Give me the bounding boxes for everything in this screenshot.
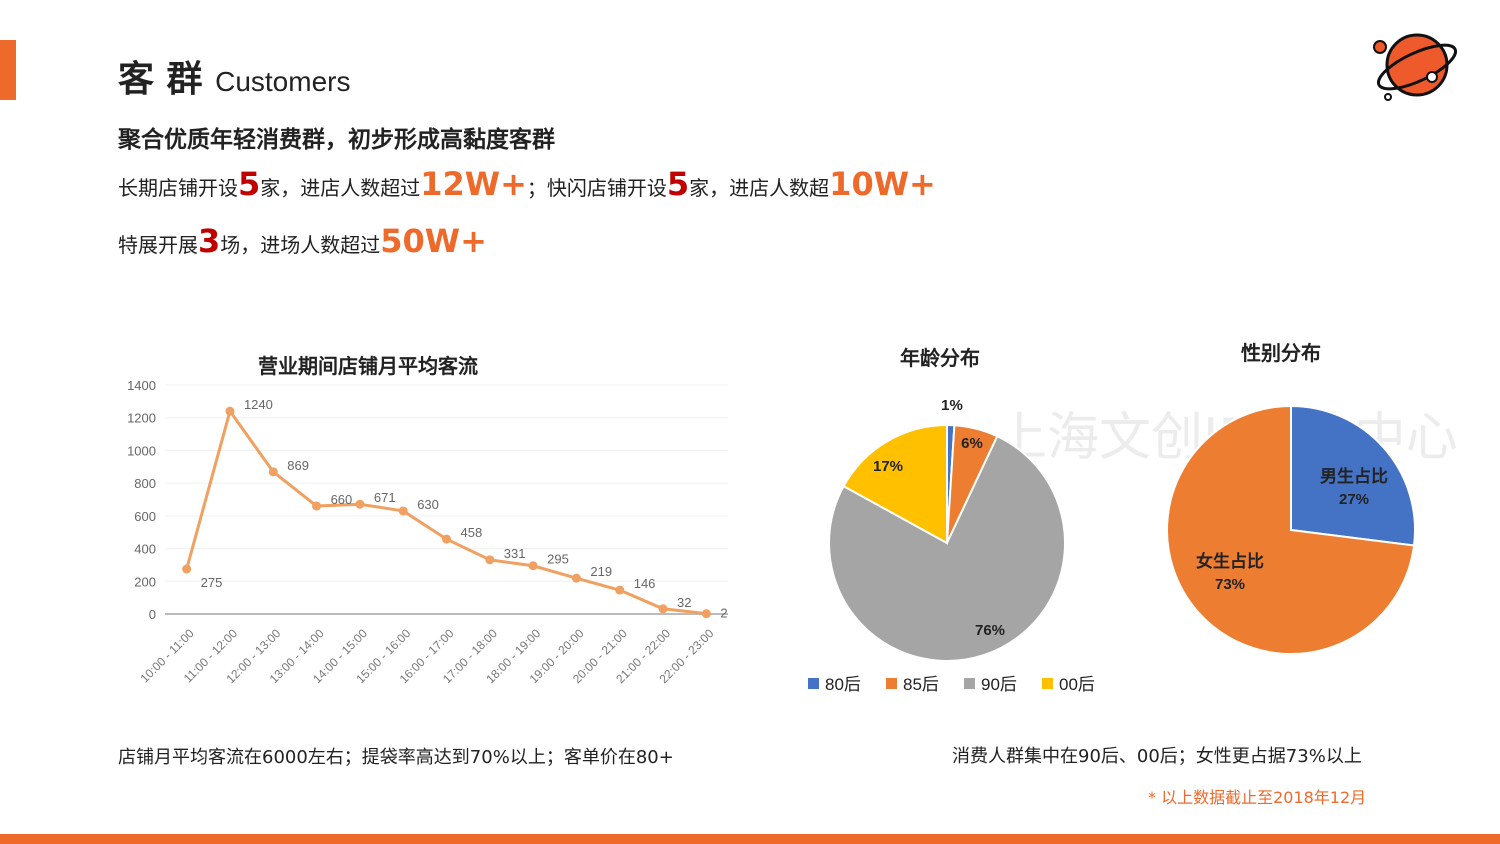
data-point [701, 609, 711, 619]
pie-data-label: 1% [941, 397, 963, 414]
highlight-number: 12W+ [420, 165, 527, 203]
data-label: 331 [504, 546, 526, 561]
data-label: 458 [461, 525, 483, 540]
data-point [615, 585, 625, 595]
y-tick-label: 200 [134, 574, 156, 589]
pie-category-label: 女生占比 [1196, 551, 1264, 571]
highlight-number: 5 [666, 165, 690, 203]
y-tick-label: 1200 [127, 411, 156, 426]
legend-label: 85后 [903, 675, 939, 694]
page-title: 客 群 Customers [118, 50, 350, 102]
planet-icon [1373, 33, 1458, 101]
y-tick-label: 0 [149, 607, 156, 622]
data-label: 869 [287, 458, 309, 473]
gender-pie-chart: 男生占比 27% 女生占比 73% [1166, 404, 1416, 655]
accent-bar [0, 40, 16, 100]
stats-text: 场，进场人数超过 [220, 233, 381, 257]
pie-slice [828, 434, 1066, 662]
data-label: 295 [547, 552, 569, 567]
title-en: Customers [215, 66, 351, 97]
y-tick-label: 1000 [127, 443, 156, 458]
data-label: 146 [634, 576, 656, 591]
y-tick-label: 800 [134, 476, 156, 491]
highlight-number: 10W+ [829, 165, 936, 203]
data-label: 275 [201, 575, 223, 590]
gender-pie-title: 性别分布 [1241, 341, 1321, 365]
y-tick-label: 400 [134, 542, 156, 557]
highlight-number: 50W+ [380, 222, 487, 260]
legend-label: 00后 [1059, 675, 1095, 694]
legend-label: 80后 [825, 675, 861, 694]
legend-swatch [1042, 678, 1053, 689]
data-label: 32 [677, 595, 691, 610]
footer-bar [0, 834, 1500, 844]
data-label: 671 [374, 490, 396, 505]
legend-swatch [808, 678, 819, 689]
series-line [185, 407, 707, 616]
pie-slice [1290, 404, 1416, 547]
line-chart-title: 营业期间店铺月平均客流 [258, 354, 478, 378]
legend-swatch [886, 678, 897, 689]
line-chart: 0 200 400 600 800 1000 1200 1400 275 1240 869 660 67… [127, 378, 728, 686]
data-point [571, 573, 581, 583]
data-label: 660 [331, 492, 353, 507]
data-label: 219 [590, 564, 612, 579]
stats-line-2: 特展开展3场，进场人数超过50W+ [118, 222, 487, 260]
data-label: 630 [417, 497, 439, 512]
pie-data-label: 6% [961, 435, 983, 452]
stats-text: 家，进店人数超 [689, 176, 830, 200]
stats-text: 长期店铺开设 [118, 176, 238, 200]
pie-slice [842, 423, 948, 545]
data-point [182, 564, 192, 574]
age-pie-chart: 1% 80后 6% 85后 76% 90后 17% 00后 [808, 397, 1095, 694]
data-point [658, 604, 668, 614]
subtitle: 聚合优质年轻消费群，初步形成高黏度客群 [118, 127, 555, 153]
stats-text: 特展开展 [118, 233, 198, 257]
pie-data-label: 27% [1339, 491, 1369, 508]
data-point [528, 561, 538, 571]
data-point [268, 467, 278, 477]
highlight-number: 5 [238, 165, 261, 203]
pie-slice [1166, 404, 1416, 655]
footnote: * 以上数据截止至2018年12月 [1148, 788, 1367, 807]
data-point [485, 555, 495, 565]
data-point [225, 406, 235, 416]
pie-data-label: 73% [1215, 576, 1245, 593]
pie-category-label: 男生占比 [1320, 466, 1388, 486]
data-point [442, 534, 451, 544]
legend-swatch [964, 678, 975, 689]
stats-text: ；快闪店铺开设 [526, 176, 667, 200]
right-note: 消费人群集中在90后、00后；女性更占据73%以上 [952, 746, 1362, 767]
y-tick-label: 1400 [127, 378, 156, 393]
highlight-number: 3 [198, 222, 221, 260]
data-point [398, 506, 408, 516]
pie-data-label: 17% [873, 458, 903, 475]
data-point [355, 499, 365, 509]
legend-label: 90后 [981, 675, 1017, 694]
age-pie-title: 年龄分布 [900, 346, 980, 370]
stats-text: 家，进店人数超过 [260, 176, 421, 200]
left-note: 店铺月平均客流在6000左右；提袋率高达到70%以上；客单价在80+ [118, 747, 674, 768]
data-label: 1240 [244, 397, 273, 412]
pie-data-label: 76% [975, 622, 1005, 639]
title-cn: 客 群 [118, 59, 203, 100]
data-label: 2 [720, 606, 727, 621]
stats-line-1: 长期店铺开设5家，进店人数超过12W+；快闪店铺开设5家，进店人数超10W+ [118, 165, 936, 203]
y-tick-label: 600 [134, 509, 156, 524]
data-point [312, 501, 322, 511]
